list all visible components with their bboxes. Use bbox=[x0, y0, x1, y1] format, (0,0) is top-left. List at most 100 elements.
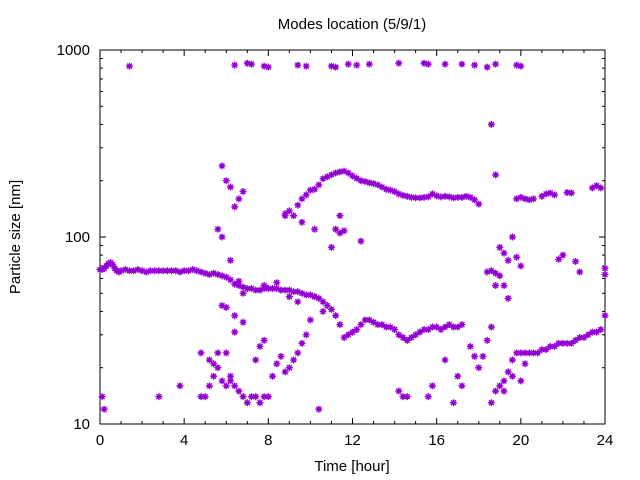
data-point bbox=[441, 60, 449, 68]
data-point bbox=[294, 349, 302, 357]
data-point bbox=[357, 237, 365, 245]
data-point bbox=[471, 196, 479, 204]
data-point bbox=[340, 334, 348, 342]
plot-frame bbox=[99, 49, 606, 425]
data-point bbox=[214, 364, 222, 372]
data-point bbox=[281, 286, 289, 294]
data-point bbox=[517, 377, 525, 385]
data-point bbox=[235, 277, 243, 285]
data-point bbox=[260, 336, 268, 344]
data-point bbox=[378, 183, 386, 191]
data-point bbox=[454, 372, 462, 380]
data-point bbox=[500, 249, 508, 257]
data-point bbox=[332, 312, 340, 320]
data-point bbox=[597, 184, 605, 192]
data-point bbox=[214, 225, 222, 233]
data-point bbox=[458, 321, 466, 329]
data-point bbox=[508, 233, 516, 241]
data-point bbox=[424, 393, 432, 401]
data-point bbox=[424, 326, 432, 334]
data-point bbox=[159, 267, 167, 275]
data-point bbox=[420, 326, 428, 334]
data-point bbox=[231, 328, 239, 336]
data-point bbox=[382, 323, 390, 331]
data-point bbox=[264, 63, 272, 71]
data-point bbox=[487, 399, 495, 407]
y-axis: 10 100 1000 bbox=[57, 42, 605, 433]
data-point bbox=[252, 356, 260, 364]
data-point bbox=[226, 372, 234, 380]
data-point bbox=[353, 61, 361, 69]
data-point bbox=[576, 268, 584, 276]
data-point bbox=[168, 267, 176, 275]
data-point bbox=[563, 188, 571, 196]
data-point bbox=[487, 120, 495, 128]
data-point bbox=[201, 393, 209, 401]
data-point bbox=[323, 302, 331, 310]
data-point bbox=[298, 195, 306, 203]
data-point bbox=[601, 264, 609, 272]
data-point bbox=[513, 253, 521, 261]
data-point bbox=[327, 305, 335, 313]
data-point bbox=[567, 339, 575, 347]
x-tick-label: 16 bbox=[428, 432, 445, 449]
data-point bbox=[252, 286, 260, 294]
data-point bbox=[496, 243, 504, 251]
data-point bbox=[437, 193, 445, 201]
data-point bbox=[125, 267, 133, 275]
y-tick-label: 10 bbox=[73, 416, 90, 433]
data-point bbox=[534, 349, 542, 357]
data-point bbox=[399, 334, 407, 342]
data-point bbox=[264, 393, 272, 401]
data-point bbox=[500, 282, 508, 290]
data-point bbox=[567, 189, 575, 197]
data-point bbox=[391, 188, 399, 196]
data-point bbox=[311, 185, 319, 193]
data-point bbox=[454, 193, 462, 201]
data-point bbox=[205, 356, 213, 364]
data-point bbox=[319, 175, 327, 183]
x-axis: 0 4 8 12 16 20 24 bbox=[96, 50, 614, 449]
data-point bbox=[155, 393, 163, 401]
data-point bbox=[218, 377, 226, 385]
data-point bbox=[479, 352, 487, 360]
data-point bbox=[290, 356, 298, 364]
data-point bbox=[248, 393, 255, 401]
data-point bbox=[403, 393, 411, 401]
data-point bbox=[412, 331, 420, 339]
data-point bbox=[256, 342, 264, 350]
data-point bbox=[349, 172, 356, 180]
data-point bbox=[243, 285, 251, 293]
data-point bbox=[529, 349, 537, 357]
x-tick-label: 20 bbox=[512, 432, 529, 449]
data-point bbox=[302, 62, 310, 70]
data-point bbox=[269, 372, 277, 380]
data-point bbox=[344, 60, 352, 68]
data-point bbox=[529, 195, 537, 203]
data-point bbox=[125, 62, 133, 70]
data-point bbox=[260, 393, 268, 401]
data-point bbox=[315, 405, 323, 413]
data-point bbox=[496, 272, 504, 280]
data-point bbox=[327, 243, 335, 251]
data-point bbox=[273, 279, 281, 287]
x-tick-label: 24 bbox=[597, 432, 614, 449]
data-point bbox=[445, 321, 453, 329]
data-point bbox=[538, 192, 546, 200]
data-point bbox=[231, 312, 239, 320]
data-point bbox=[285, 293, 293, 301]
data-point bbox=[256, 399, 264, 407]
data-point bbox=[340, 227, 348, 235]
data-point bbox=[306, 316, 314, 324]
data-point bbox=[365, 60, 373, 68]
data-point bbox=[218, 233, 226, 241]
data-point bbox=[365, 316, 373, 324]
y-tick-label: 100 bbox=[65, 229, 90, 246]
data-point bbox=[210, 372, 218, 380]
data-point bbox=[500, 387, 508, 395]
data-point bbox=[285, 364, 293, 372]
data-point bbox=[323, 173, 331, 181]
data-point bbox=[222, 303, 230, 311]
data-point bbox=[450, 194, 457, 202]
